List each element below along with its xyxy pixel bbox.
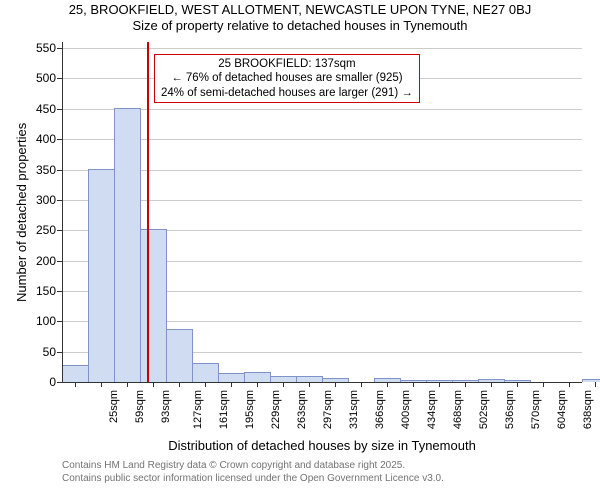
y-tick-mark [57,230,62,231]
x-tick-mark [361,382,362,387]
x-tick-mark [179,382,180,387]
x-tick-mark [387,382,388,387]
x-tick-mark [595,382,596,387]
histogram-bar [140,229,167,382]
histogram-bar [166,329,193,382]
callout-box: 25 BROOKFIELD: 137sqm← 76% of detached h… [154,54,420,103]
y-tick-label: 550 [20,41,56,55]
y-tick-label: 300 [20,193,56,207]
y-tick-mark [57,109,62,110]
x-tick-label: 229sqm [270,390,282,429]
plot-area: 25 BROOKFIELD: 137sqm← 76% of detached h… [62,42,582,382]
x-tick-label: 502sqm [478,390,490,429]
callout-line3: 24% of semi-detached houses are larger (… [161,86,413,100]
x-tick-mark [75,382,76,387]
x-tick-mark [309,382,310,387]
attribution-line1: Contains HM Land Registry data © Crown c… [62,460,444,473]
property-marker-line [147,42,149,382]
x-tick-label: 263sqm [296,390,308,429]
y-tick-mark [57,321,62,322]
histogram-bar [88,169,115,383]
x-axis-label: Distribution of detached houses by size … [62,438,582,453]
x-tick-label: 127sqm [192,390,204,429]
chart-attribution: Contains HM Land Registry data © Crown c… [62,460,444,485]
callout-line1: 25 BROOKFIELD: 137sqm [161,57,413,71]
y-tick-mark [57,48,62,49]
y-tick-mark [57,352,62,353]
x-tick-mark [543,382,544,387]
x-tick-mark [257,382,258,387]
y-tick-label: 100 [20,314,56,328]
gridline [62,48,582,49]
histogram-bar [244,372,271,382]
x-tick-label: 59sqm [134,390,146,423]
x-tick-label: 604sqm [556,390,568,429]
x-tick-mark [491,382,492,387]
chart-container: 25, BROOKFIELD, WEST ALLOTMENT, NEWCASTL… [0,0,600,35]
x-tick-mark [101,382,102,387]
y-tick-mark [57,78,62,79]
chart-title-line2: Size of property relative to detached ho… [0,18,600,34]
y-tick-label: 50 [20,345,56,359]
y-tick-mark [57,200,62,201]
y-axis-line [62,42,63,382]
x-tick-mark [335,382,336,387]
x-tick-label: 195sqm [244,390,256,429]
y-tick-label: 200 [20,254,56,268]
x-tick-mark [569,382,570,387]
histogram-bar [192,363,219,382]
x-tick-label: 331sqm [348,390,360,429]
x-tick-mark [283,382,284,387]
y-tick-label: 400 [20,132,56,146]
x-tick-mark [205,382,206,387]
x-tick-label: 536sqm [504,390,516,429]
histogram-bar [218,373,245,382]
x-tick-label: 570sqm [530,390,542,429]
y-tick-label: 500 [20,71,56,85]
x-tick-mark [153,382,154,387]
y-tick-mark [57,382,62,383]
callout-line2: ← 76% of detached houses are smaller (92… [161,71,413,85]
chart-title-line1: 25, BROOKFIELD, WEST ALLOTMENT, NEWCASTL… [0,0,600,18]
y-tick-mark [57,291,62,292]
histogram-bar [114,108,141,382]
y-tick-mark [57,170,62,171]
x-tick-mark [439,382,440,387]
x-tick-label: 638sqm [582,390,594,429]
histogram-bar [582,379,600,382]
x-tick-mark [413,382,414,387]
y-tick-label: 150 [20,284,56,298]
x-tick-label: 25sqm [108,390,120,423]
x-tick-mark [127,382,128,387]
y-tick-label: 250 [20,223,56,237]
x-tick-label: 161sqm [218,390,230,429]
y-tick-label: 350 [20,163,56,177]
x-tick-mark [465,382,466,387]
x-tick-label: 93sqm [160,390,172,423]
y-tick-label: 450 [20,102,56,116]
x-axis-line [62,382,582,383]
x-tick-mark [517,382,518,387]
histogram-bar [62,365,89,382]
y-tick-mark [57,261,62,262]
y-tick-mark [57,139,62,140]
x-tick-label: 468sqm [452,390,464,429]
x-tick-label: 366sqm [374,390,386,429]
x-tick-label: 297sqm [322,390,334,429]
attribution-line2: Contains public sector information licen… [62,473,444,486]
x-tick-label: 400sqm [400,390,412,429]
x-tick-label: 434sqm [426,390,438,429]
y-tick-label: 0 [20,375,56,389]
x-tick-mark [231,382,232,387]
y-axis-label: Number of detached properties [14,123,29,302]
